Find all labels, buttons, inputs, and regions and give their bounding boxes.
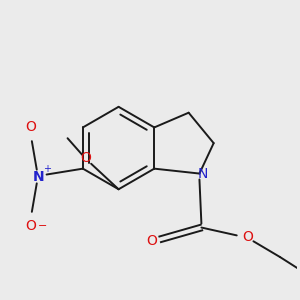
Text: O: O	[146, 234, 157, 248]
Text: −: −	[38, 220, 47, 231]
Text: O: O	[80, 151, 91, 165]
Text: N: N	[197, 167, 208, 181]
Text: N: N	[33, 169, 44, 184]
Text: O: O	[26, 120, 36, 134]
Text: O: O	[26, 219, 36, 232]
Text: +: +	[43, 164, 51, 174]
Text: O: O	[242, 230, 253, 244]
